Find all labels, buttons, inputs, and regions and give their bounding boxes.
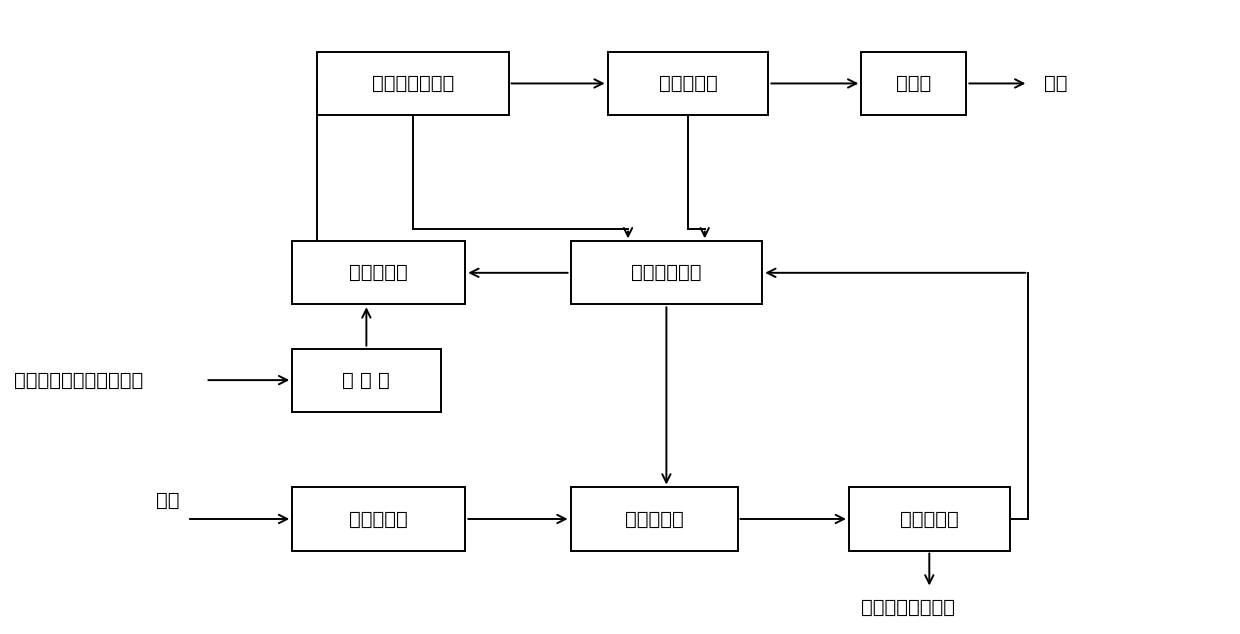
Text: 乏气: 乏气: [1044, 74, 1068, 93]
FancyBboxPatch shape: [862, 52, 966, 115]
FancyBboxPatch shape: [317, 52, 508, 115]
Text: 成品捕集器: 成品捕集器: [900, 510, 959, 529]
Text: 送 料 机: 送 料 机: [342, 371, 391, 390]
FancyBboxPatch shape: [293, 488, 465, 550]
FancyBboxPatch shape: [608, 52, 769, 115]
Text: 燃气: 燃气: [156, 491, 180, 510]
Text: 袋式过滤器: 袋式过滤器: [658, 74, 718, 93]
Text: 燃气燃烧炉: 燃气燃烧炉: [350, 510, 408, 529]
Text: 成品：轻烧氧化镁: 成品：轻烧氧化镁: [862, 598, 955, 617]
FancyBboxPatch shape: [293, 242, 465, 304]
Text: 原料干品捕集器: 原料干品捕集器: [372, 74, 454, 93]
FancyBboxPatch shape: [849, 488, 1009, 550]
Text: 引风机: 引风机: [897, 74, 931, 93]
FancyBboxPatch shape: [570, 242, 763, 304]
Text: 动态煅烧炉: 动态煅烧炉: [625, 510, 683, 529]
Text: 闪蒸干燥机: 闪蒸干燥机: [350, 263, 408, 282]
Text: 原料：菱镁矿浮选精矿粉: 原料：菱镁矿浮选精矿粉: [14, 371, 143, 390]
FancyBboxPatch shape: [570, 488, 738, 550]
FancyBboxPatch shape: [293, 349, 440, 411]
Text: 多级预热系统: 多级预热系统: [631, 263, 702, 282]
